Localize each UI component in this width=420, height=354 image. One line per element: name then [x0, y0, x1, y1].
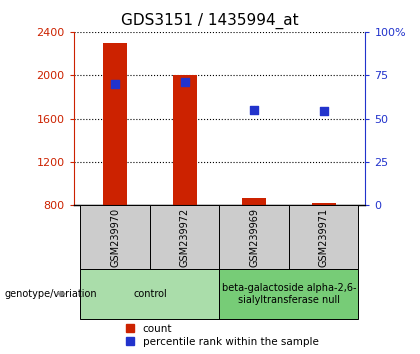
Bar — [312, 203, 336, 205]
Text: GSM239970: GSM239970 — [110, 207, 120, 267]
FancyBboxPatch shape — [220, 205, 289, 269]
Text: GDS3151 / 1435994_at: GDS3151 / 1435994_at — [121, 12, 299, 29]
FancyBboxPatch shape — [81, 269, 220, 319]
Text: GSM239971: GSM239971 — [319, 207, 329, 267]
Bar — [103, 43, 127, 205]
Text: control: control — [133, 289, 167, 299]
Point — [320, 108, 327, 114]
Point — [251, 107, 257, 113]
FancyBboxPatch shape — [150, 205, 220, 269]
Bar — [173, 75, 197, 205]
Text: genotype/variation: genotype/variation — [4, 289, 97, 299]
Point — [112, 81, 118, 87]
Bar — [242, 198, 266, 205]
Text: GSM239969: GSM239969 — [249, 208, 259, 267]
FancyBboxPatch shape — [220, 269, 358, 319]
Text: beta-galactoside alpha-2,6-
sialyltransferase null: beta-galactoside alpha-2,6- sialyltransf… — [222, 283, 356, 305]
FancyBboxPatch shape — [81, 205, 150, 269]
Legend: count, percentile rank within the sample: count, percentile rank within the sample — [126, 324, 318, 347]
FancyBboxPatch shape — [289, 205, 358, 269]
Point — [181, 79, 188, 85]
Text: GSM239972: GSM239972 — [180, 207, 190, 267]
